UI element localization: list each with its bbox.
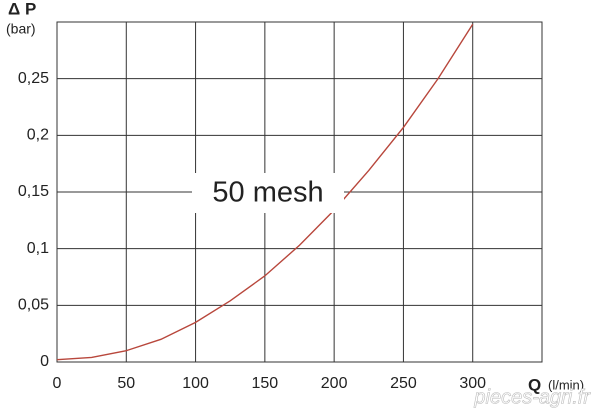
- x-tick-label: 150: [252, 375, 279, 392]
- y-tick-label: 0,05: [18, 297, 49, 314]
- y-tick-label: 0,2: [27, 127, 49, 144]
- x-tick-label: 250: [390, 375, 417, 392]
- x-tick-label: 0: [53, 375, 62, 392]
- y-tick-label: 0,15: [18, 183, 49, 200]
- watermark: pieces-agri.fr: [473, 386, 591, 408]
- y-axis-unit: (bar): [6, 21, 36, 37]
- x-axis-label: Q: [528, 375, 541, 394]
- y-tick-label: 0,25: [18, 70, 49, 87]
- y-tick-label: 0: [40, 353, 49, 370]
- x-tick-label: 300: [459, 375, 486, 392]
- data-line: [56, 23, 474, 361]
- x-tick-label: 200: [321, 375, 348, 392]
- x-tick-label: 50: [117, 375, 135, 392]
- x-tick-label: 100: [182, 375, 209, 392]
- annotation-box: [192, 173, 344, 213]
- y-axis-label: Δ P: [8, 0, 36, 18]
- x-axis-unit: (l/min): [548, 377, 584, 392]
- annotation: 50 mesh: [212, 177, 323, 209]
- y-tick-label: 0,1: [27, 240, 49, 257]
